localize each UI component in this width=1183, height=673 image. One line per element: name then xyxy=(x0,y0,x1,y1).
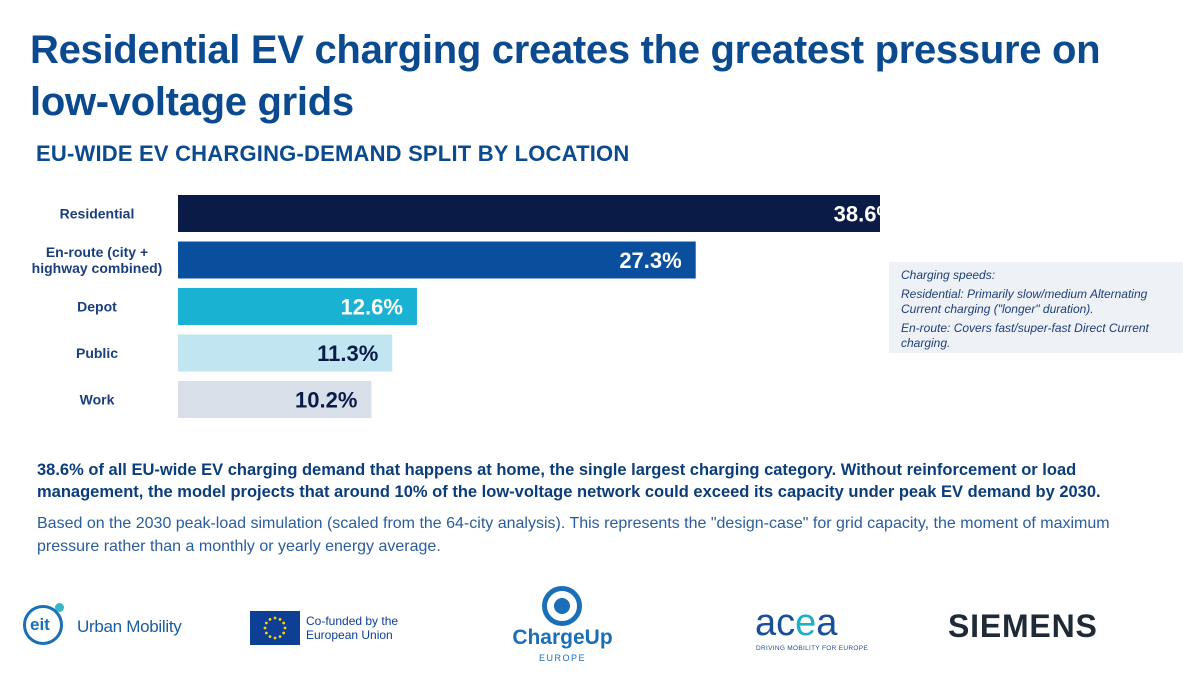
category-label-1: Residential xyxy=(60,206,135,222)
bar-value-label-3: 12.6% xyxy=(341,295,403,320)
bar-value-label-4: 11.3% xyxy=(317,341,378,366)
note-residential: Residential: Primarily slow/medium Alter… xyxy=(901,287,1148,316)
category-label-2-line-2: highway combined) xyxy=(32,260,163,276)
bar-2 xyxy=(178,241,696,279)
eu-cofunded-logo: Co-funded by the European Union xyxy=(250,611,410,647)
eit-circle-icon: eit xyxy=(23,605,63,645)
acea-logo: acea DRIVING MOBILITY FOR EUROPE xyxy=(755,602,868,658)
page-title: Residential EV charging creates the grea… xyxy=(30,28,1101,124)
bar-5 xyxy=(178,381,372,418)
bar-value-label-5: 10.2% xyxy=(295,388,357,413)
chargeup-logo-text: ChargeUp xyxy=(512,626,613,649)
bar-value-label-1: 38.6% xyxy=(834,202,880,227)
chargeup-plug-icon xyxy=(542,586,582,626)
chargeup-logo-subtext: EUROPE xyxy=(538,653,586,663)
acea-tagline: DRIVING MOBILITY FOR EUROPE xyxy=(756,645,868,652)
charging-speeds-note: Charging speeds: Residential: Primarily … xyxy=(889,262,1183,353)
bar-chart: 38.6% Residential 27.3% En-route (city +hig… xyxy=(32,195,880,418)
category-label-4: Public xyxy=(76,345,118,361)
siemens-logo: SIEMENS xyxy=(948,608,1098,644)
note-en-route: En-route: Covers fast/super-fast Direct … xyxy=(901,321,1149,350)
category-label-3: Depot xyxy=(77,299,117,315)
eu-flag-icon xyxy=(250,611,300,645)
bar-1 xyxy=(178,195,880,232)
chargeup-europe-logo: ChargeUp EUROPE xyxy=(505,586,620,666)
category-label-5: Work xyxy=(80,392,115,408)
summary-key-finding: 38.6% of all EU-wide EV charging demand … xyxy=(37,461,1101,501)
bar-3 xyxy=(178,288,417,325)
eit-urban-mobility-logo: eit Urban Mobility xyxy=(23,603,213,651)
note-heading: Charging speeds: xyxy=(901,268,996,282)
eit-dot-icon xyxy=(55,603,64,612)
eit-logo-text: Urban Mobility xyxy=(77,617,182,636)
chart-title: EU-WIDE EV CHARGING-DEMAND SPLIT BY LOCA… xyxy=(36,141,630,166)
acea-logo-text: acea xyxy=(755,602,838,644)
bar-value-label-2: 27.3% xyxy=(619,248,681,273)
eu-logo-text: Co-funded by the European Union xyxy=(306,614,399,642)
summary-methodology: Based on the 2030 peak-load simulation (… xyxy=(37,515,1110,555)
bar-4 xyxy=(178,334,393,372)
category-label-2-line-1: En-route (city + xyxy=(46,244,148,260)
